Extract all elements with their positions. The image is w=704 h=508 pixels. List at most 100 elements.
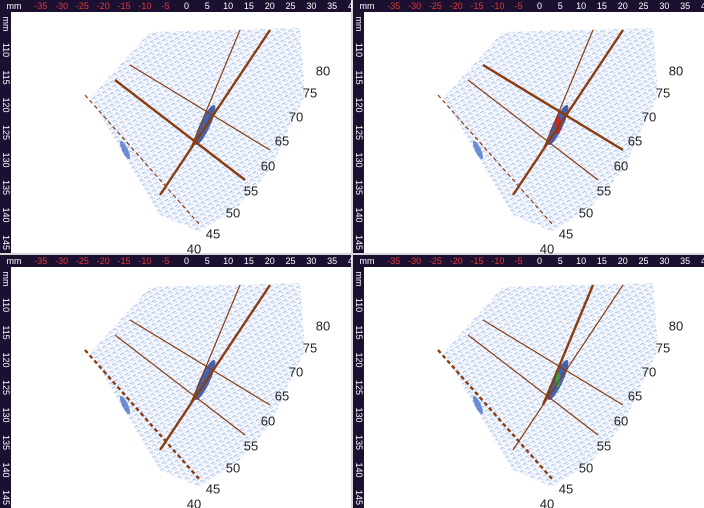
- angle-label: 80: [669, 318, 683, 333]
- top-ruler-label: 15: [597, 256, 607, 266]
- top-ruler-label: -5: [162, 256, 170, 266]
- top-ruler-label: -35: [387, 256, 400, 266]
- left-ruler-label: 110: [1, 298, 11, 312]
- top-ruler-label: 0: [537, 256, 542, 266]
- angle-label: 70: [642, 109, 656, 124]
- left-ruler-label: 120: [354, 352, 364, 367]
- top-ruler-label: 30: [659, 1, 669, 11]
- top-ruler-label: 35: [680, 1, 690, 11]
- top-ruler-label: -35: [34, 256, 47, 266]
- left-ruler-label: 120: [1, 352, 11, 367]
- angle-label: 75: [656, 85, 670, 100]
- angle-label: 45: [206, 226, 220, 241]
- top-ruler-label: -20: [97, 256, 110, 266]
- top-ruler-label: mm: [7, 1, 22, 11]
- scan-panel: mm-35-30-25-20-15-10-50510152025303540mm…: [0, 0, 358, 256]
- top-ruler-label: 20: [265, 256, 275, 266]
- left-ruler-label: 120: [1, 97, 11, 112]
- top-ruler-label: -10: [491, 256, 504, 266]
- top-ruler: [353, 0, 704, 12]
- angle-label: 65: [275, 388, 289, 403]
- top-ruler-label: 10: [223, 256, 233, 266]
- angle-label: 80: [316, 63, 330, 78]
- angle-label: 50: [579, 460, 593, 475]
- top-ruler-label: -25: [429, 256, 442, 266]
- top-ruler-label: 0: [537, 1, 542, 11]
- left-ruler-label: mm: [354, 17, 364, 32]
- top-ruler-label: 25: [286, 1, 296, 11]
- left-ruler-label: 110: [1, 43, 11, 57]
- top-ruler-label: -20: [97, 1, 110, 11]
- angle-label: 65: [628, 388, 642, 403]
- left-ruler-label: 115: [1, 70, 11, 84]
- angle-label: 45: [559, 481, 573, 496]
- left-ruler-label: 120: [354, 97, 364, 112]
- top-ruler-label: -25: [76, 1, 89, 11]
- left-ruler-label: 110: [354, 43, 364, 57]
- scan-panel: mm-35-30-25-20-15-10-50510152025303540mm…: [353, 0, 704, 256]
- top-ruler-label: -10: [491, 1, 504, 11]
- angle-label: 40: [540, 496, 554, 508]
- left-ruler-label: 125: [354, 125, 364, 140]
- top-ruler-label: 0: [184, 256, 189, 266]
- angle-label: 50: [226, 205, 240, 220]
- left-ruler-label: 135: [1, 180, 11, 195]
- top-ruler-label: 20: [265, 1, 275, 11]
- angle-label: 75: [303, 85, 317, 100]
- top-ruler-label: -35: [34, 1, 47, 11]
- left-ruler-label: mm: [1, 272, 11, 287]
- angle-label: 45: [206, 481, 220, 496]
- angle-label: 60: [614, 158, 628, 173]
- top-ruler-label: 35: [327, 1, 337, 11]
- angle-label: 40: [187, 496, 201, 508]
- angle-label: 50: [579, 205, 593, 220]
- top-ruler-label: 25: [639, 1, 649, 11]
- top-ruler-label: 35: [680, 256, 690, 266]
- top-ruler-label: 5: [558, 256, 563, 266]
- left-ruler-label: 125: [1, 125, 11, 140]
- angle-label: 55: [597, 183, 611, 198]
- top-ruler: [0, 0, 351, 12]
- scan-panel: mm-35-30-25-20-15-10-50510152025303540mm…: [353, 255, 704, 508]
- left-ruler-label: 140: [354, 207, 364, 222]
- top-ruler-label: -20: [450, 1, 463, 11]
- left-ruler-label: 145: [1, 235, 11, 250]
- top-ruler: [353, 255, 704, 267]
- top-ruler-label: -35: [387, 1, 400, 11]
- left-ruler-label: 140: [354, 462, 364, 477]
- top-ruler-label: -5: [515, 1, 523, 11]
- left-ruler-label: 145: [1, 490, 11, 505]
- angle-label: 80: [669, 63, 683, 78]
- top-ruler-label: 20: [618, 256, 628, 266]
- top-ruler-label: -20: [450, 256, 463, 266]
- left-ruler-label: 110: [354, 298, 364, 312]
- left-ruler-label: 140: [1, 462, 11, 477]
- top-ruler-label: 25: [286, 256, 296, 266]
- top-ruler-label: -5: [162, 1, 170, 11]
- top-ruler-label: 30: [306, 256, 316, 266]
- top-ruler-label: -15: [118, 256, 131, 266]
- top-ruler-label: 20: [618, 1, 628, 11]
- top-ruler-label: 0: [184, 1, 189, 11]
- top-ruler-label: -30: [55, 256, 68, 266]
- left-ruler-label: 125: [354, 380, 364, 395]
- top-ruler-label: 10: [576, 1, 586, 11]
- top-ruler-label: -30: [55, 1, 68, 11]
- top-ruler-label: -25: [429, 1, 442, 11]
- angle-label: 70: [642, 364, 656, 379]
- top-ruler-label: 25: [639, 256, 649, 266]
- angle-label: 70: [289, 109, 303, 124]
- top-ruler-label: -30: [408, 256, 421, 266]
- top-ruler-label: 15: [244, 256, 254, 266]
- top-ruler-label: -25: [76, 256, 89, 266]
- angle-label: 40: [187, 241, 201, 256]
- angle-label: 75: [303, 340, 317, 355]
- angle-label: 55: [244, 438, 258, 453]
- top-ruler-label: 35: [327, 256, 337, 266]
- top-ruler-label: 10: [576, 256, 586, 266]
- top-ruler-label: 30: [306, 1, 316, 11]
- left-ruler-label: 115: [354, 325, 364, 339]
- angle-label: 55: [597, 438, 611, 453]
- left-ruler-label: 145: [354, 235, 364, 250]
- scan-panel: mm-35-30-25-20-15-10-50510152025303540mm…: [0, 255, 358, 508]
